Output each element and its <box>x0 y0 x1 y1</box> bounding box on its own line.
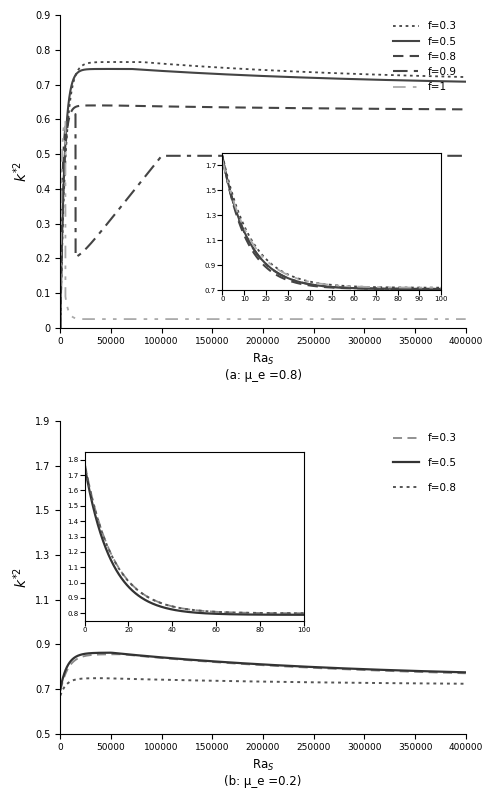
f=0.9 <box>73 109 79 119</box>
f=0.8 <box>57 323 63 332</box>
f=1 <box>132 314 138 324</box>
f=0.8 <box>132 101 138 111</box>
f=0.8 <box>57 691 63 701</box>
X-axis label: Ra$_S$
(b: μ_e =0.2): Ra$_S$ (b: μ_e =0.2) <box>224 757 302 788</box>
f=0.5 <box>57 684 63 694</box>
f=0.8 <box>98 674 104 683</box>
f=1 <box>463 314 469 324</box>
f=0.9 <box>132 185 138 194</box>
f=0.8 <box>94 674 100 683</box>
f=0.3 <box>94 58 100 67</box>
f=0.8 <box>382 104 388 113</box>
f=0.9 <box>170 151 176 161</box>
f=0.5 <box>382 75 388 85</box>
f=0.9 <box>57 308 63 317</box>
f=0.5 <box>128 64 134 74</box>
f=0.3 <box>131 58 137 67</box>
f=0.5 <box>382 665 388 674</box>
f=0.3 <box>57 316 63 325</box>
f=0.9 <box>382 151 388 161</box>
Y-axis label: $k^{*2}$: $k^{*2}$ <box>11 161 30 182</box>
f=0.8 <box>463 105 469 114</box>
f=0.5 <box>57 323 63 332</box>
Line: f=0.5: f=0.5 <box>60 69 466 328</box>
f=0.9 <box>94 231 100 240</box>
f=1 <box>62 116 68 125</box>
f=0.3 <box>57 686 63 696</box>
Legend: f=0.3, f=0.5, f=0.8: f=0.3, f=0.5, f=0.8 <box>389 429 460 497</box>
Line: f=0.5: f=0.5 <box>60 653 466 689</box>
f=0.8 <box>94 101 100 110</box>
f=1 <box>94 314 100 324</box>
f=0.8 <box>108 101 114 110</box>
f=0.8 <box>170 675 176 685</box>
f=0.3 <box>463 669 469 678</box>
f=1 <box>57 312 63 322</box>
f=0.8 <box>132 674 138 684</box>
f=0.8 <box>170 101 176 111</box>
f=1 <box>57 296 63 306</box>
f=0.3 <box>94 650 100 659</box>
f=0.3 <box>132 650 138 660</box>
Line: f=0.3: f=0.3 <box>60 62 466 328</box>
f=0.8 <box>382 678 388 688</box>
f=0.5 <box>108 648 114 658</box>
Y-axis label: $k^{*2}$: $k^{*2}$ <box>11 566 30 588</box>
f=0.8 <box>57 320 63 329</box>
f=0.5 <box>132 65 138 74</box>
f=0.9 <box>57 323 63 332</box>
f=0.3 <box>57 686 63 695</box>
f=0.8 <box>57 313 63 323</box>
f=0.5 <box>94 64 100 74</box>
f=0.5 <box>57 320 63 329</box>
f=0.3 <box>57 686 63 696</box>
f=0.5 <box>57 314 63 324</box>
f=0.3 <box>57 323 63 332</box>
f=1 <box>382 314 388 324</box>
f=0.5 <box>463 667 469 677</box>
f=1 <box>170 314 176 324</box>
f=0.9 <box>463 151 469 161</box>
f=0.5 <box>170 654 176 663</box>
Line: f=1: f=1 <box>60 121 466 328</box>
f=0.3 <box>118 650 124 659</box>
Line: f=0.8: f=0.8 <box>60 678 466 696</box>
f=0.9 <box>57 317 63 327</box>
f=0.8 <box>57 690 63 700</box>
f=0.5 <box>132 650 138 660</box>
f=0.3 <box>57 320 63 330</box>
f=0.5 <box>170 67 176 77</box>
f=0.3 <box>382 666 388 676</box>
f=0.3 <box>170 654 176 664</box>
f=0.3 <box>382 70 388 80</box>
f=0.5 <box>94 648 100 658</box>
Legend: f=0.3, f=0.5, f=0.8, f=0.9, f=1: f=0.3, f=0.5, f=0.8, f=0.9, f=1 <box>389 18 460 97</box>
Line: f=0.8: f=0.8 <box>60 105 466 328</box>
Line: f=0.9: f=0.9 <box>60 114 466 328</box>
f=0.8 <box>463 679 469 689</box>
f=0.3 <box>170 60 176 70</box>
f=0.5 <box>463 77 469 86</box>
X-axis label: Ra$_S$
(a: μ_e =0.8): Ra$_S$ (a: μ_e =0.8) <box>225 352 301 382</box>
f=0.5 <box>57 683 63 693</box>
f=0.3 <box>138 58 144 67</box>
f=0.3 <box>463 72 469 81</box>
Line: f=0.3: f=0.3 <box>60 654 466 691</box>
f=0.8 <box>57 690 63 700</box>
f=1 <box>57 323 63 332</box>
f=0.5 <box>57 684 63 694</box>
